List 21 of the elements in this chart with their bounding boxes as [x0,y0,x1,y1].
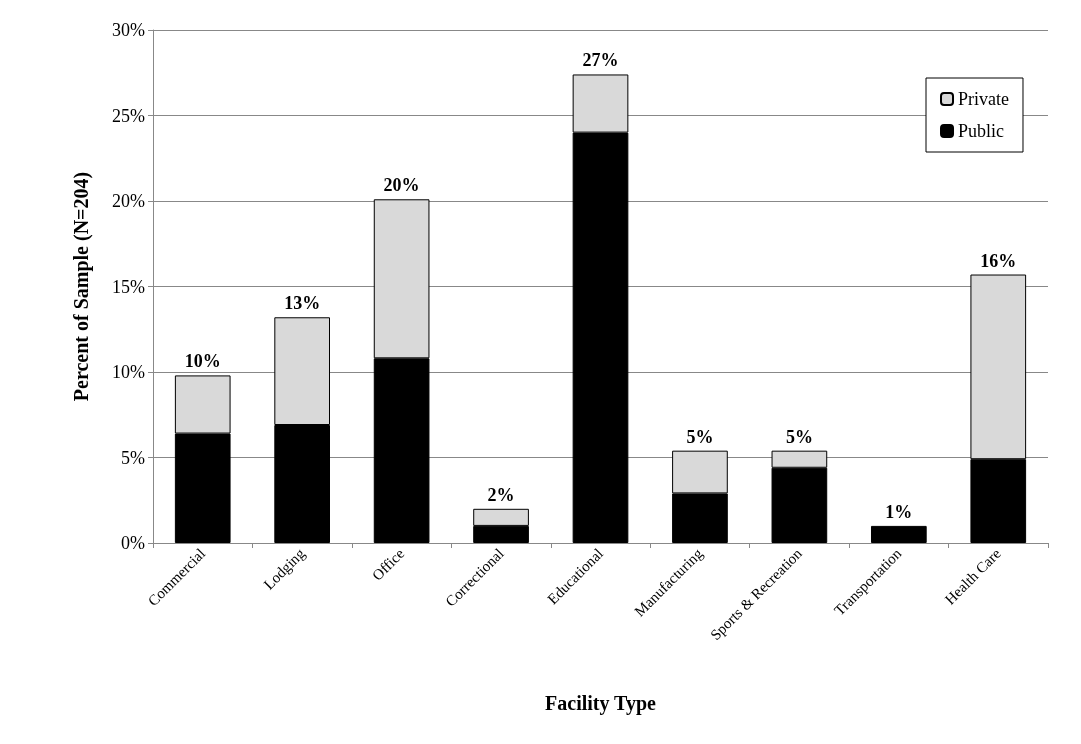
y-tick-label: 10% [112,362,145,382]
total-label: 20% [383,175,420,196]
y-tick-label: 5% [121,447,145,468]
bar [870,525,927,543]
y-tick-label: 30% [112,20,145,40]
total-label: 27% [582,50,619,71]
total-label: 16% [980,250,1017,271]
y-tick-label: 20% [112,191,145,211]
total-label: 1% [885,501,913,522]
y-axis-title: Percent of Sample (N=204) [70,171,93,402]
legend-label: Private [958,89,1010,109]
legend-label: Public [958,121,1005,141]
total-label: 2% [487,484,515,505]
total-label: 5% [785,426,813,447]
x-axis-title: Facility Type [545,692,657,715]
total-label: 13% [284,293,321,314]
total-label: 5% [686,426,714,447]
total-label: 10% [184,351,221,372]
y-tick-label: 0% [121,533,145,553]
y-tick-label: 25% [112,105,145,126]
y-tick-label: 15% [112,276,145,297]
